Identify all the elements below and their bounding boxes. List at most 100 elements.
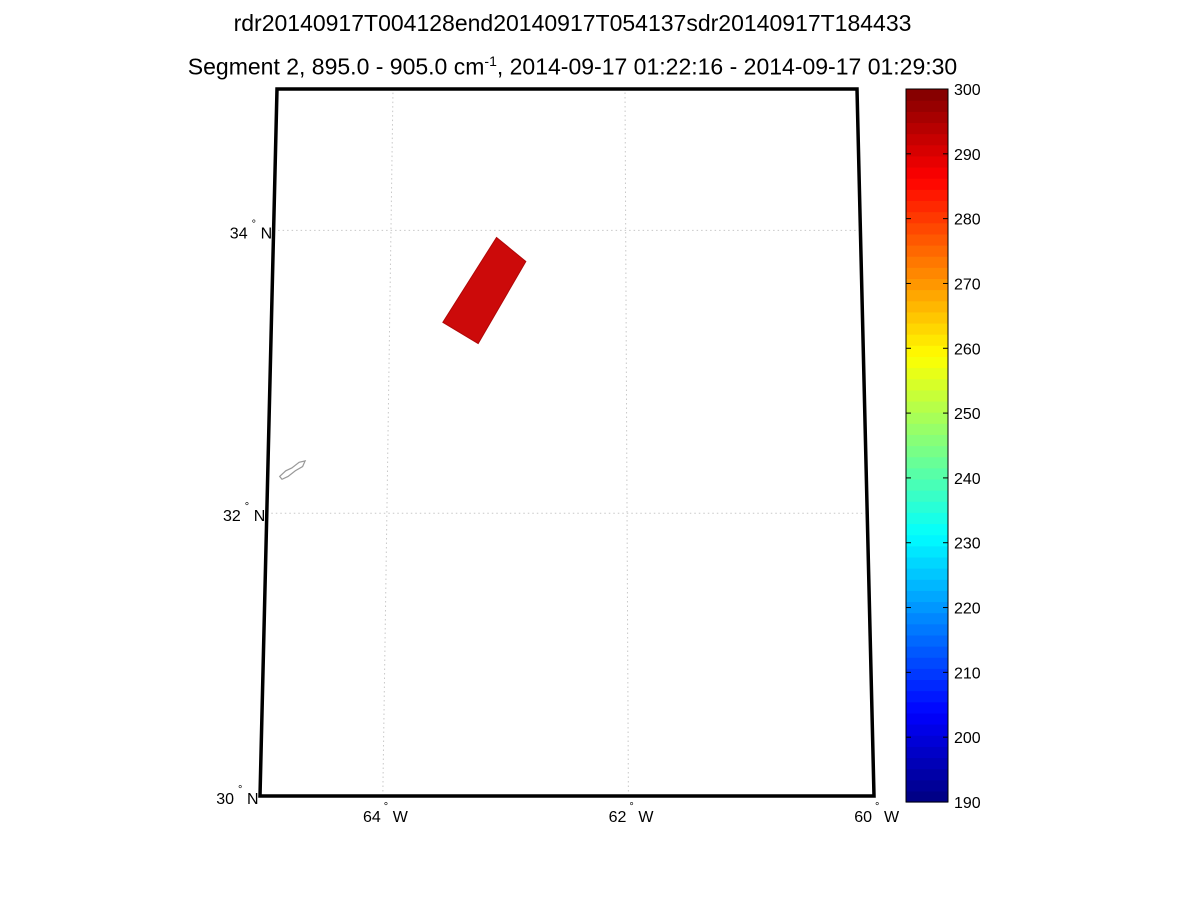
- colorbar-swatch: [906, 256, 948, 268]
- colorbar-swatch: [906, 679, 948, 692]
- lat-tick-label: 34 ° N: [230, 218, 272, 242]
- colorbar-swatch: [906, 568, 948, 580]
- colorbar-swatch: [906, 534, 948, 547]
- colorbar-tick-label: 260: [954, 341, 981, 358]
- colorbar-swatch: [906, 779, 948, 792]
- colorbar-swatch: [906, 334, 948, 346]
- lat-tick-label: 30 ° N: [216, 784, 258, 808]
- colorbar-swatch: [906, 545, 948, 558]
- colorbar-swatch: [906, 356, 948, 369]
- colorbar-swatch: [906, 623, 948, 636]
- colorbar-swatch: [906, 634, 948, 647]
- lon-gridline: [382, 88, 394, 797]
- lat-tick-value: 30: [216, 791, 234, 808]
- colorbar-swatch: [906, 601, 948, 614]
- colorbar-swatch: [906, 133, 948, 146]
- colorbar-tick-label: 230: [954, 536, 981, 553]
- lon-tick-label: 64° W: [363, 801, 409, 826]
- colorbar-tick-label: 190: [954, 795, 981, 812]
- colorbar-swatch: [906, 122, 948, 135]
- colorbar-swatch: [906, 445, 948, 458]
- colorbar-swatch: [906, 100, 948, 112]
- colorbar-tick-label: 210: [954, 665, 981, 682]
- colorbar-swatch: [906, 300, 948, 313]
- colorbar-swatch: [906, 200, 948, 213]
- colorbar-swatch: [906, 400, 948, 413]
- colorbar-tick-label: 220: [954, 601, 981, 618]
- colorbar-tick-label: 290: [954, 147, 981, 164]
- degree-symbol: °: [238, 784, 242, 796]
- colorbar-swatch: [906, 668, 948, 681]
- subtitle-prefix: Segment 2, 895.0 - 905.0 cm: [187, 53, 485, 80]
- colorbar-swatch: [906, 690, 948, 703]
- colorbar-swatch: [906, 322, 948, 335]
- lat-tick-label: 32 ° N: [223, 501, 265, 525]
- colorbar-swatch: [906, 311, 948, 324]
- colorbar-tick-label: 270: [954, 276, 981, 293]
- colorbar-swatch: [906, 211, 948, 224]
- colorbar-swatch: [906, 155, 948, 168]
- lon-gridline: [624, 88, 629, 797]
- colorbar-swatch: [906, 222, 948, 235]
- colorbar-swatch: [906, 579, 948, 591]
- lon-tick-label: 62° W: [609, 801, 655, 826]
- page-title: rdr20140917T004128end20140917T054137sdr2…: [233, 10, 912, 36]
- page-subtitle: Segment 2, 895.0 - 905.0 cm-1, 2014-09-1…: [0, 46, 1145, 82]
- colorbar-swatch: [906, 790, 948, 803]
- data-swath: [442, 236, 527, 345]
- colorbar-swatch: [906, 267, 948, 279]
- colorbar: 300 290 280 270 260 250 240 230 220 210 200 190: [905, 82, 981, 812]
- colorbar-swatch: [906, 178, 948, 190]
- map-frame: [258, 87, 876, 798]
- degree-symbol: °: [629, 801, 633, 813]
- colorbar-swatch: [906, 501, 948, 513]
- lat-tick-hemisphere: N: [247, 791, 259, 808]
- lon-tick-value: 62: [609, 809, 627, 826]
- lon-tick-value: 64: [363, 809, 381, 826]
- colorbar-tick-label: 250: [954, 406, 981, 423]
- colorbar-swatch: [906, 757, 948, 770]
- colorbar-swatch: [906, 657, 948, 669]
- colorbar-swatch: [906, 478, 948, 491]
- lat-tick-hemisphere: N: [254, 508, 266, 525]
- coastline-bermuda: [278, 460, 307, 481]
- colorbar-swatch: [906, 378, 948, 391]
- colorbar-swatch: [906, 144, 948, 157]
- colorbar-swatch: [906, 646, 948, 658]
- colorbar-swatch: [906, 490, 948, 502]
- lat-tick-value: 32: [223, 508, 241, 525]
- colorbar-swatch: [906, 423, 948, 435]
- colorbar-swatch: [906, 111, 948, 124]
- lat-tick-hemisphere: N: [261, 225, 273, 242]
- degree-symbol: °: [245, 501, 249, 513]
- colorbar-tick-label: 280: [954, 212, 981, 229]
- colorbar-swatch: [906, 434, 948, 447]
- colorbar-swatch: [906, 701, 948, 714]
- colorbar-swatch: [906, 712, 948, 725]
- lon-tick-hemisphere: W: [393, 809, 409, 826]
- colorbar-swatch: [906, 523, 948, 536]
- map-plot: 34°N32°N30°N64°W 62°W 60°W: [216, 87, 900, 826]
- degree-symbol: °: [252, 218, 256, 230]
- colorbar-swatch: [906, 735, 948, 747]
- colorbar-swatch: [906, 746, 948, 759]
- colorbar-tick-label: 240: [954, 471, 981, 488]
- lon-tick-value: 60: [854, 809, 872, 826]
- colorbar-swatch: [906, 278, 948, 291]
- colorbar-tick-label: 300: [954, 82, 981, 99]
- degree-symbol: °: [384, 801, 388, 813]
- lon-tick-hemisphere: W: [638, 809, 654, 826]
- colorbar-swatch: [906, 89, 948, 101]
- colorbar-swatch: [906, 512, 948, 525]
- colorbar-swatch: [906, 367, 948, 380]
- colorbar-tick-label: 200: [954, 730, 981, 747]
- colorbar-swatch: [906, 244, 948, 257]
- colorbar-swatch: [906, 456, 948, 469]
- colorbar-swatch: [906, 233, 948, 246]
- colorbar-swatch: [906, 345, 948, 357]
- lon-tick-label: 60° W: [854, 801, 900, 826]
- colorbar-swatch: [906, 389, 948, 402]
- colorbar-swatch: [906, 189, 948, 202]
- colorbar-swatch: [906, 590, 948, 603]
- colorbar-swatch: [906, 724, 948, 736]
